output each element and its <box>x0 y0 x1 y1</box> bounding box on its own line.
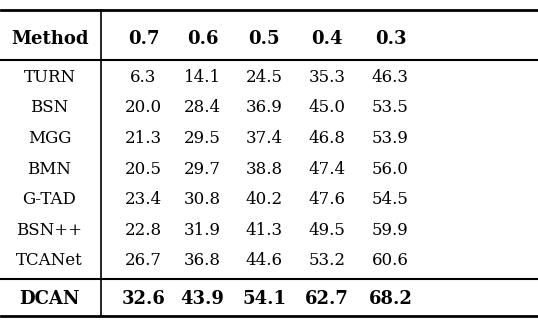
Text: 29.7: 29.7 <box>184 161 221 177</box>
Text: 37.4: 37.4 <box>246 130 283 147</box>
Text: 46.3: 46.3 <box>372 69 409 86</box>
Text: 30.8: 30.8 <box>184 191 221 208</box>
Text: 23.4: 23.4 <box>125 191 162 208</box>
Text: 20.5: 20.5 <box>125 161 162 177</box>
Text: 36.8: 36.8 <box>184 252 221 269</box>
Text: 54.5: 54.5 <box>372 191 409 208</box>
Text: 35.3: 35.3 <box>309 69 345 86</box>
Text: 56.0: 56.0 <box>372 161 409 177</box>
Text: 6.3: 6.3 <box>130 69 157 86</box>
Text: 53.5: 53.5 <box>372 99 409 116</box>
Text: BMN: BMN <box>27 161 72 177</box>
Text: MGG: MGG <box>28 130 71 147</box>
Text: 68.2: 68.2 <box>369 290 412 308</box>
Text: DCAN: DCAN <box>19 290 80 308</box>
Text: 53.9: 53.9 <box>372 130 409 147</box>
Text: 47.6: 47.6 <box>309 191 345 208</box>
Text: 62.7: 62.7 <box>305 290 349 308</box>
Text: BSN: BSN <box>31 99 69 116</box>
Text: 0.6: 0.6 <box>187 30 218 48</box>
Text: 44.6: 44.6 <box>246 252 283 269</box>
Text: 20.0: 20.0 <box>125 99 162 116</box>
Text: 38.8: 38.8 <box>246 161 283 177</box>
Text: 32.6: 32.6 <box>122 290 165 308</box>
Text: 0.3: 0.3 <box>374 30 406 48</box>
Text: BSN++: BSN++ <box>17 222 82 239</box>
Text: 47.4: 47.4 <box>308 161 345 177</box>
Text: 24.5: 24.5 <box>246 69 283 86</box>
Text: 53.2: 53.2 <box>309 252 345 269</box>
Text: 49.5: 49.5 <box>309 222 345 239</box>
Text: 41.3: 41.3 <box>246 222 283 239</box>
Text: 43.9: 43.9 <box>181 290 224 308</box>
Text: 26.7: 26.7 <box>125 252 162 269</box>
Text: TURN: TURN <box>24 69 76 86</box>
Text: 21.3: 21.3 <box>125 130 162 147</box>
Text: TCANet: TCANet <box>16 252 83 269</box>
Text: 54.1: 54.1 <box>242 290 286 308</box>
Text: 28.4: 28.4 <box>184 99 221 116</box>
Text: 0.4: 0.4 <box>312 30 343 48</box>
Text: 31.9: 31.9 <box>184 222 221 239</box>
Text: 36.9: 36.9 <box>246 99 282 116</box>
Text: 59.9: 59.9 <box>372 222 409 239</box>
Text: 46.8: 46.8 <box>309 130 345 147</box>
Text: 60.6: 60.6 <box>372 252 409 269</box>
Text: 0.5: 0.5 <box>249 30 280 48</box>
Text: 22.8: 22.8 <box>125 222 162 239</box>
Text: G-TAD: G-TAD <box>23 191 76 208</box>
Text: 0.7: 0.7 <box>128 30 159 48</box>
Text: 45.0: 45.0 <box>309 99 345 116</box>
Text: 29.5: 29.5 <box>184 130 221 147</box>
Text: 14.1: 14.1 <box>184 69 221 86</box>
Text: 40.2: 40.2 <box>246 191 283 208</box>
Text: Method: Method <box>11 30 88 48</box>
